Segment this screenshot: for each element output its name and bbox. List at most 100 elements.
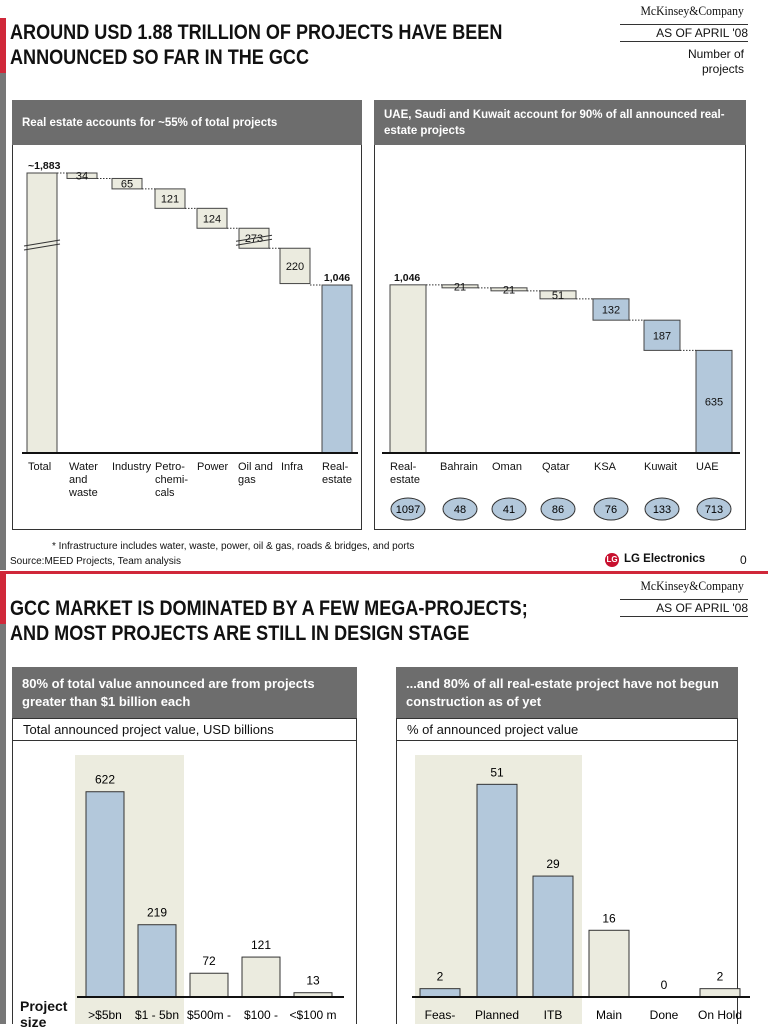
category-label: KSA [594,461,617,473]
category-label: Done [650,1008,679,1022]
waterfall-bar [26,172,58,454]
data-label: 1,046 [394,272,420,284]
waterfall-bar [389,284,427,454]
waterfall-bar [154,188,186,209]
accent-bar [0,574,6,624]
waterfall-bar [490,287,528,292]
data-label: 72 [202,954,216,968]
left-panel: Total announced project value, USD billi… [12,718,357,1024]
category-label: $100 - [244,1008,278,1022]
data-label: 187 [653,330,671,342]
as-of-date: AS OF APRIL '08 [620,24,748,42]
brand-logo: McKinsey&Company [640,3,744,18]
category-label: estate [322,474,352,486]
side-bar [0,73,6,570]
bar [699,988,741,998]
category-label: Real- [322,461,349,473]
category-label: Qatar [542,461,570,473]
waterfall-bar [279,247,311,285]
waterfall-bar [695,349,733,454]
data-label: 51 [490,765,504,779]
data-label: 34 [76,171,88,183]
accent-bar [0,18,6,73]
bar [476,783,518,998]
divider [12,740,357,741]
unit-note-line: Number of [687,47,744,61]
data-label: 121 [251,938,271,952]
category-label: Feas- [425,1008,456,1022]
waterfall-bar [592,298,630,321]
category-label: <$100 m [289,1008,336,1022]
data-label: 21 [454,281,466,293]
category-label: Power [197,461,229,473]
page-number: 0 [740,553,747,567]
count-bubble [491,497,527,521]
data-label: ~1,883 [28,160,61,172]
data-label: 635 [705,397,723,409]
data-label: 65 [121,179,133,191]
category-label: estate [390,474,420,486]
category-label: ITB [544,1008,563,1022]
title-line: AROUND USD 1.88 TRILLION OF PROJECTS HAV… [10,21,503,44]
data-label: 16 [602,911,616,925]
data-label: 219 [147,906,167,920]
title-line: AND MOST PROJECTS ARE STILL IN DESIGN ST… [10,622,470,645]
waterfall-bar [111,177,143,190]
brand-logo: McKinsey&Company [640,578,744,593]
bar [85,791,125,998]
category-label: Oman [492,461,522,473]
data-label: 29 [546,857,560,871]
right-panel-header: ...and 80% of all real-estate project ha… [396,667,738,718]
count-bubble-label: 48 [454,504,466,516]
count-bubble [644,497,680,521]
waterfall-bar [321,284,353,454]
unit-note-line: projects [701,62,744,76]
data-label: 132 [602,304,620,316]
data-label: 2 [717,970,724,984]
count-bubble [593,497,629,521]
count-bubble-label: 713 [705,504,723,516]
right-panel [374,145,746,530]
left-panel [12,145,362,530]
data-label: 13 [306,974,320,988]
category-label: chemi- [155,474,188,486]
count-bubble-label: 133 [653,504,671,516]
count-bubble [442,497,478,521]
left-panel-header: Real estate accounts for ~55% of total p… [12,100,362,145]
category-label: Industry [112,461,152,473]
side-bar [0,624,6,1024]
data-label: 51 [552,290,564,302]
category-label: Petro- [155,461,185,473]
axis-label: Project size [20,998,68,1030]
category-label: waste [68,487,98,499]
category-label: Main [596,1008,622,1022]
data-label: 124 [203,213,221,225]
category-label: cals [155,487,175,499]
lg-logo-icon: LG [605,553,619,567]
category-label: On Hold [698,1008,742,1022]
bar [588,929,630,998]
waterfall-bar [539,290,577,300]
category-label: Infra [281,461,304,473]
bar [532,875,574,998]
data-label: 21 [503,284,515,296]
slide-title: GCC MARKET IS DOMINATED BY A FEW MEGA-PR… [10,596,528,646]
bar [241,956,281,998]
as-of-date: AS OF APRIL '08 [620,599,748,617]
category-label: Total [28,461,51,473]
source-note: Source:MEED Projects, Team analysis [10,556,181,567]
category-label: Water [69,461,98,473]
count-bubble [696,497,732,521]
category-label: >$5bn [88,1008,122,1022]
count-bubble [540,497,576,521]
bar [419,988,461,998]
slide-title: AROUND USD 1.88 TRILLION OF PROJECTS HAV… [10,20,502,70]
category-label: gas [238,474,256,486]
left-panel-header: 80% of total value announced are from pr… [12,667,357,718]
right-panel: % of announced project value [396,718,738,1024]
slide-divider [0,571,768,574]
data-label: 0 [661,978,668,992]
waterfall-bar [66,172,98,179]
